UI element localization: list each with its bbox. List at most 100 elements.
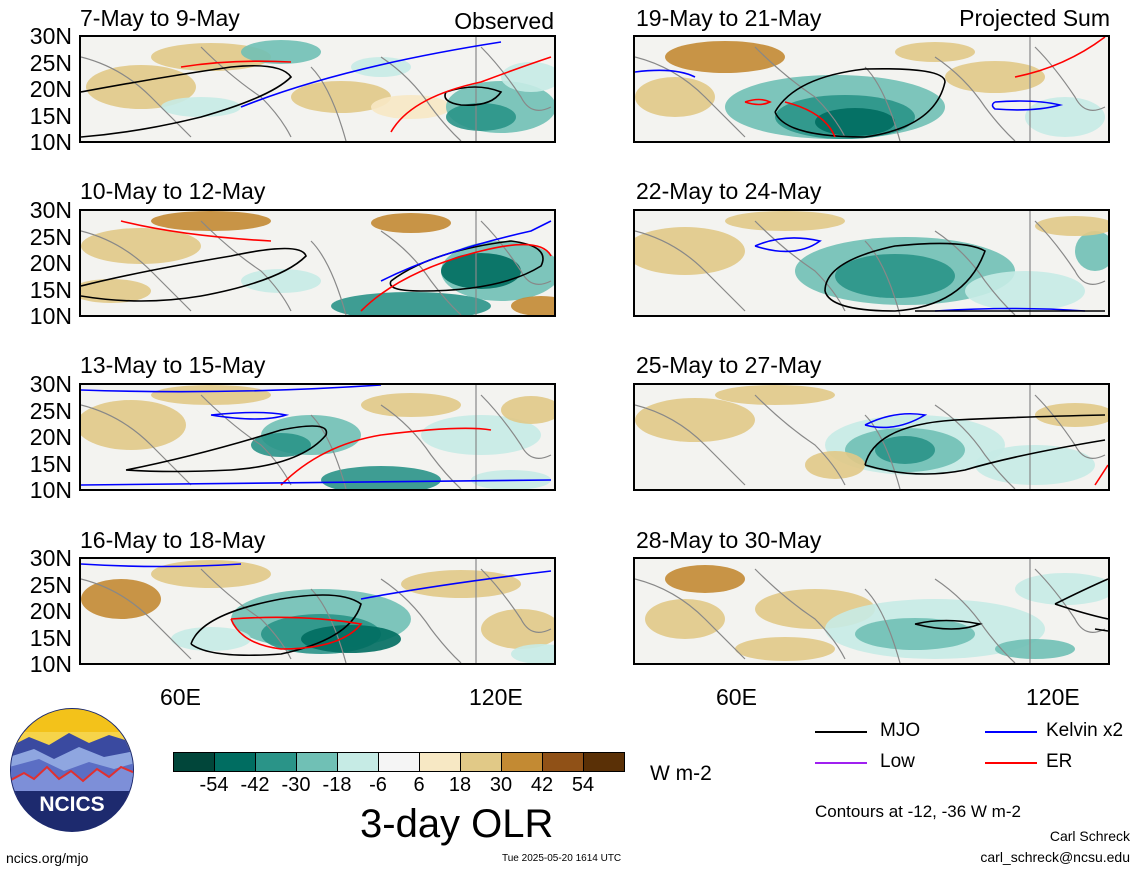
colorbar-label: 6	[413, 774, 425, 796]
wave-contour	[784, 101, 836, 138]
olr-anomaly-shading	[511, 296, 554, 315]
lon-label-60e-left: 60E	[160, 684, 201, 710]
panel-title-1: 7-May to 9-May	[80, 5, 240, 31]
legend-line-low	[815, 762, 867, 764]
coastline	[81, 559, 552, 663]
olr-anomaly-shading	[301, 625, 401, 653]
olr-anomaly-shading	[1075, 231, 1108, 271]
wave-contour	[1094, 464, 1108, 486]
colorbar-label: -42	[240, 774, 270, 796]
timestamp: Tue 2025-05-20 1614 UTC	[502, 853, 622, 864]
panel-title-7: 25-May to 27-May	[636, 352, 822, 378]
lat-label-20n-panel-3: 20N	[29, 424, 72, 450]
wave-contour	[240, 41, 502, 108]
site-link[interactable]: ncics.org/mjo	[6, 850, 89, 866]
olr-anomaly-shading	[895, 42, 975, 62]
colorbar-swatch	[255, 752, 297, 772]
lat-label-25n-panel-2: 25N	[29, 223, 72, 250]
colorbar-label: -54	[199, 774, 229, 796]
lat-label-25n-panel-4: 25N	[29, 571, 72, 598]
olr-anomaly-shading	[371, 95, 451, 119]
map-panel-2	[79, 209, 556, 317]
lat-label-30n-panel-1: 30N	[29, 23, 72, 49]
olr-anomaly-shading	[81, 579, 161, 619]
olr-anomaly-shading	[321, 466, 441, 489]
legend-line-er	[985, 762, 1037, 764]
legend-label-er: ER	[1046, 751, 1073, 772]
coastline	[635, 211, 1106, 315]
olr-anomaly-shading	[471, 470, 551, 489]
author-email[interactable]: carl_schreck@ncsu.edu	[980, 849, 1130, 865]
olr-anomaly-shading	[241, 40, 321, 64]
ncics-logo: NCICS	[9, 707, 135, 833]
lat-label-25n-panel-1: 25N	[29, 49, 72, 76]
olr-anomaly-shading	[725, 211, 845, 231]
legend-label-mjo: MJO	[880, 720, 921, 741]
coastline	[635, 385, 1106, 489]
wave-contour	[81, 247, 307, 302]
olr-anomaly-shading	[291, 81, 391, 113]
olr-anomaly-shading	[81, 400, 186, 450]
lat-label-15n-panel-1: 15N	[29, 102, 72, 129]
colorbar-swatch	[419, 752, 461, 772]
olr-anomaly-shading	[151, 211, 271, 231]
lat-label-15n-panel-2: 15N	[29, 276, 72, 303]
wave-contour	[864, 439, 1106, 475]
olr-anomaly-shading	[441, 253, 521, 289]
legend-label-low: Low	[880, 751, 915, 772]
olr-anomaly-shading	[1035, 216, 1108, 236]
olr-map	[81, 37, 554, 141]
olr-anomaly-shading	[1025, 97, 1105, 137]
olr-anomaly-shading	[945, 61, 1045, 93]
olr-map	[81, 385, 554, 489]
olr-anomaly-shading	[151, 560, 271, 588]
map-panel-7	[633, 383, 1110, 491]
olr-anomaly-shading	[635, 77, 715, 117]
wave-contour	[360, 570, 552, 600]
wave-contour	[864, 412, 928, 429]
wave-contour	[81, 563, 242, 568]
coastline	[635, 559, 1106, 663]
olr-anomaly-shading	[421, 415, 541, 455]
olr-anomaly-shading	[835, 254, 955, 298]
lat-label-20n-panel-4: 20N	[29, 598, 72, 624]
wave-contour	[380, 220, 552, 282]
olr-anomaly-shading	[995, 639, 1075, 659]
logo-text: NCICS	[39, 793, 104, 816]
lat-label-30n-panel-3: 30N	[29, 371, 72, 397]
wave-contour	[1054, 603, 1108, 620]
map-panel-1	[79, 35, 556, 143]
olr-anomaly-shading	[645, 599, 725, 639]
colorbar-title: 3-day OLR	[360, 802, 554, 846]
lat-label-15n-panel-4: 15N	[29, 624, 72, 651]
olr-anomaly-shading	[331, 292, 491, 315]
lon-label-120e-right: 120E	[1026, 684, 1080, 710]
wave-contour	[744, 98, 772, 106]
wave-contour	[1054, 578, 1108, 605]
olr-anomaly-shading	[446, 103, 516, 131]
olr-anomaly-shading	[81, 279, 151, 303]
olr-anomaly-shading	[815, 108, 895, 136]
olr-anomaly-shading	[171, 627, 251, 651]
olr-map	[81, 211, 554, 315]
wave-contour	[81, 479, 552, 486]
wave-contour	[444, 86, 503, 107]
olr-anomaly-shading	[635, 398, 755, 442]
olr-map	[635, 211, 1108, 315]
lat-label-10n-panel-4: 10N	[29, 651, 72, 677]
colorbar-label: 30	[489, 774, 513, 796]
lat-label-10n-panel-2: 10N	[29, 303, 72, 329]
olr-map	[635, 385, 1108, 489]
olr-anomaly-shading	[511, 644, 554, 663]
coastline	[81, 37, 552, 141]
olr-anomaly-shading	[1035, 403, 1108, 427]
lat-label-30n-panel-4: 30N	[29, 545, 72, 571]
colorbar-swatch	[378, 752, 420, 772]
wave-contour	[125, 425, 328, 473]
lat-label-30n-panel-2: 30N	[29, 197, 72, 223]
olr-anomaly-shading	[965, 271, 1085, 311]
olr-anomaly-shading	[371, 213, 451, 233]
olr-anomaly-shading	[665, 565, 745, 593]
lat-label-15n-panel-3: 15N	[29, 450, 72, 477]
author-name: Carl Schreck	[1049, 828, 1130, 844]
